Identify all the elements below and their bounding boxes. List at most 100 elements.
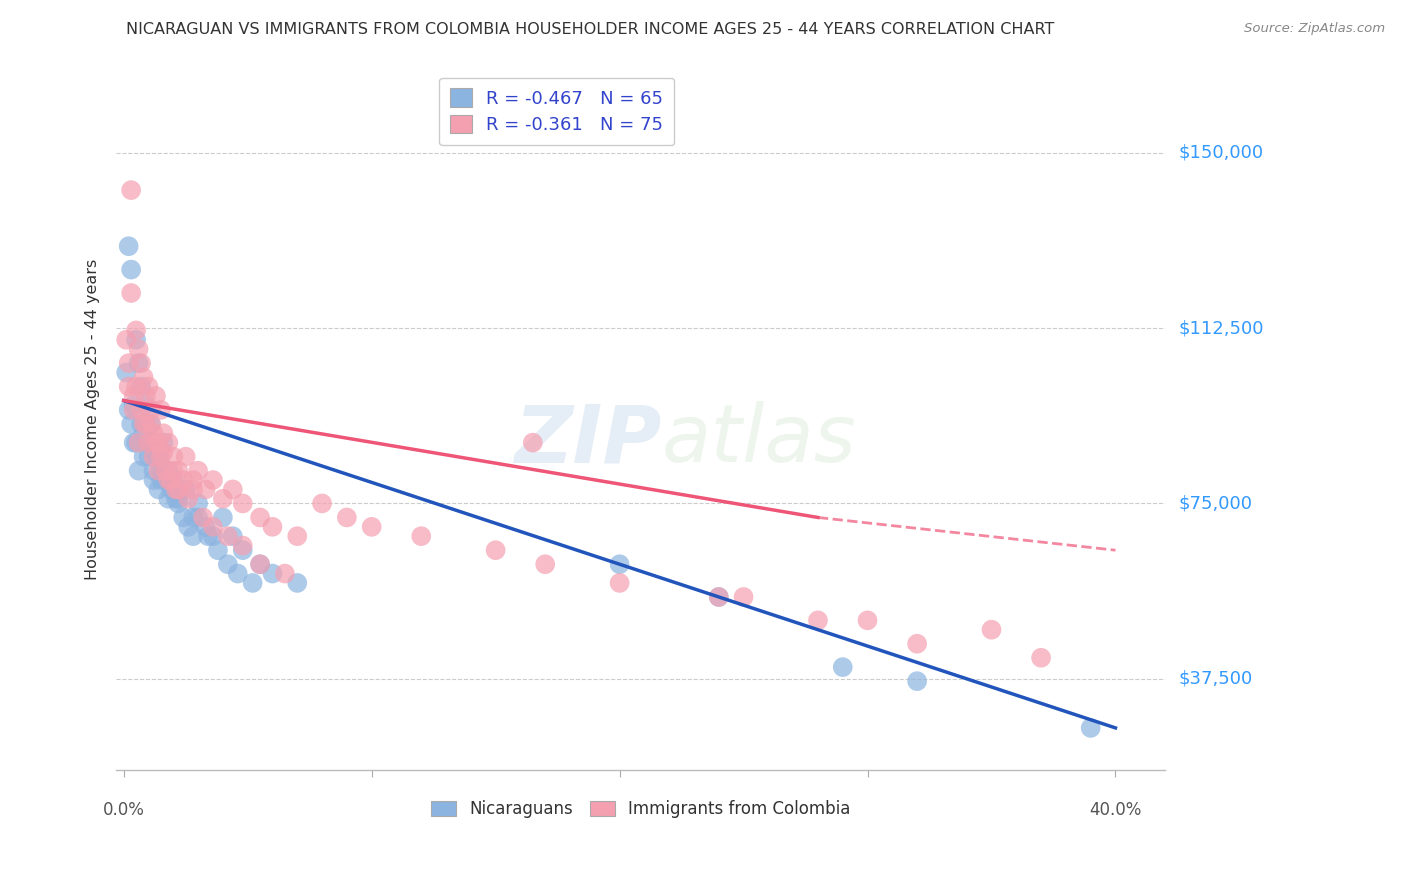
Point bbox=[125, 379, 148, 393]
Point bbox=[142, 464, 165, 478]
Point bbox=[201, 520, 224, 534]
Point bbox=[142, 473, 165, 487]
Point bbox=[132, 450, 155, 464]
Point bbox=[174, 483, 197, 497]
Point bbox=[181, 483, 204, 497]
Point bbox=[135, 417, 157, 431]
Point bbox=[129, 403, 152, 417]
Point bbox=[249, 558, 271, 572]
Point bbox=[132, 370, 155, 384]
Point bbox=[181, 510, 204, 524]
Point bbox=[135, 389, 157, 403]
Point bbox=[145, 450, 167, 464]
Point bbox=[149, 473, 172, 487]
Point bbox=[118, 379, 141, 393]
Point bbox=[181, 529, 204, 543]
Point bbox=[142, 426, 165, 441]
Point bbox=[152, 445, 174, 459]
Point bbox=[232, 543, 254, 558]
Point bbox=[138, 435, 160, 450]
Point bbox=[522, 435, 544, 450]
Point bbox=[118, 239, 141, 253]
Point bbox=[162, 464, 184, 478]
Y-axis label: Householder Income Ages 25 - 44 years: Householder Income Ages 25 - 44 years bbox=[86, 259, 100, 580]
Point bbox=[285, 529, 308, 543]
Point bbox=[118, 403, 141, 417]
Point bbox=[222, 483, 245, 497]
Point bbox=[194, 520, 217, 534]
Legend: Nicaraguans, Immigrants from Colombia: Nicaraguans, Immigrants from Colombia bbox=[425, 794, 858, 825]
Text: NICARAGUAN VS IMMIGRANTS FROM COLOMBIA HOUSEHOLDER INCOME AGES 25 - 44 YEARS COR: NICARAGUAN VS IMMIGRANTS FROM COLOMBIA H… bbox=[127, 22, 1054, 37]
Point bbox=[187, 464, 209, 478]
Point bbox=[129, 417, 152, 431]
Point bbox=[411, 529, 433, 543]
Point bbox=[222, 529, 245, 543]
Point bbox=[609, 558, 631, 572]
Point bbox=[1029, 650, 1052, 665]
Point bbox=[217, 558, 239, 572]
Point bbox=[485, 543, 508, 558]
Point bbox=[162, 473, 184, 487]
Point bbox=[162, 450, 184, 464]
Point bbox=[707, 590, 730, 604]
Point bbox=[157, 473, 180, 487]
Point bbox=[197, 529, 219, 543]
Point bbox=[167, 483, 190, 497]
Point bbox=[177, 491, 200, 506]
Point bbox=[157, 435, 180, 450]
Point bbox=[120, 285, 142, 300]
Point bbox=[132, 417, 155, 431]
Point bbox=[905, 637, 928, 651]
Point bbox=[152, 435, 174, 450]
Point bbox=[336, 510, 359, 524]
Point bbox=[149, 450, 172, 464]
Point bbox=[142, 450, 165, 464]
Point bbox=[125, 435, 148, 450]
Point bbox=[125, 323, 148, 337]
Point bbox=[165, 491, 187, 506]
Point bbox=[132, 426, 155, 441]
Point bbox=[152, 464, 174, 478]
Point bbox=[249, 510, 271, 524]
Text: ZIP: ZIP bbox=[515, 401, 662, 479]
Point bbox=[191, 510, 214, 524]
Point bbox=[187, 510, 209, 524]
Point bbox=[118, 356, 141, 370]
Point bbox=[145, 435, 167, 450]
Point bbox=[145, 435, 167, 450]
Point bbox=[125, 333, 148, 347]
Point bbox=[129, 379, 152, 393]
Point bbox=[174, 450, 197, 464]
Point bbox=[181, 473, 204, 487]
Point bbox=[274, 566, 297, 581]
Point bbox=[311, 496, 333, 510]
Point bbox=[157, 464, 180, 478]
Point bbox=[980, 623, 1002, 637]
Point bbox=[177, 520, 200, 534]
Point bbox=[807, 613, 830, 627]
Point bbox=[172, 473, 194, 487]
Point bbox=[135, 417, 157, 431]
Point bbox=[122, 389, 145, 403]
Point bbox=[148, 450, 170, 464]
Point bbox=[128, 342, 150, 356]
Point bbox=[831, 660, 853, 674]
Point bbox=[155, 464, 177, 478]
Point bbox=[707, 590, 730, 604]
Text: $112,500: $112,500 bbox=[1180, 319, 1264, 337]
Point bbox=[128, 464, 150, 478]
Point bbox=[139, 403, 162, 417]
Point bbox=[115, 333, 138, 347]
Point bbox=[207, 543, 229, 558]
Point bbox=[148, 464, 170, 478]
Point bbox=[138, 435, 160, 450]
Point bbox=[155, 473, 177, 487]
Point bbox=[139, 417, 162, 431]
Point bbox=[148, 483, 170, 497]
Point bbox=[167, 491, 190, 506]
Point bbox=[128, 435, 150, 450]
Point bbox=[905, 674, 928, 689]
Point bbox=[152, 426, 174, 441]
Point bbox=[145, 389, 167, 403]
Point bbox=[122, 435, 145, 450]
